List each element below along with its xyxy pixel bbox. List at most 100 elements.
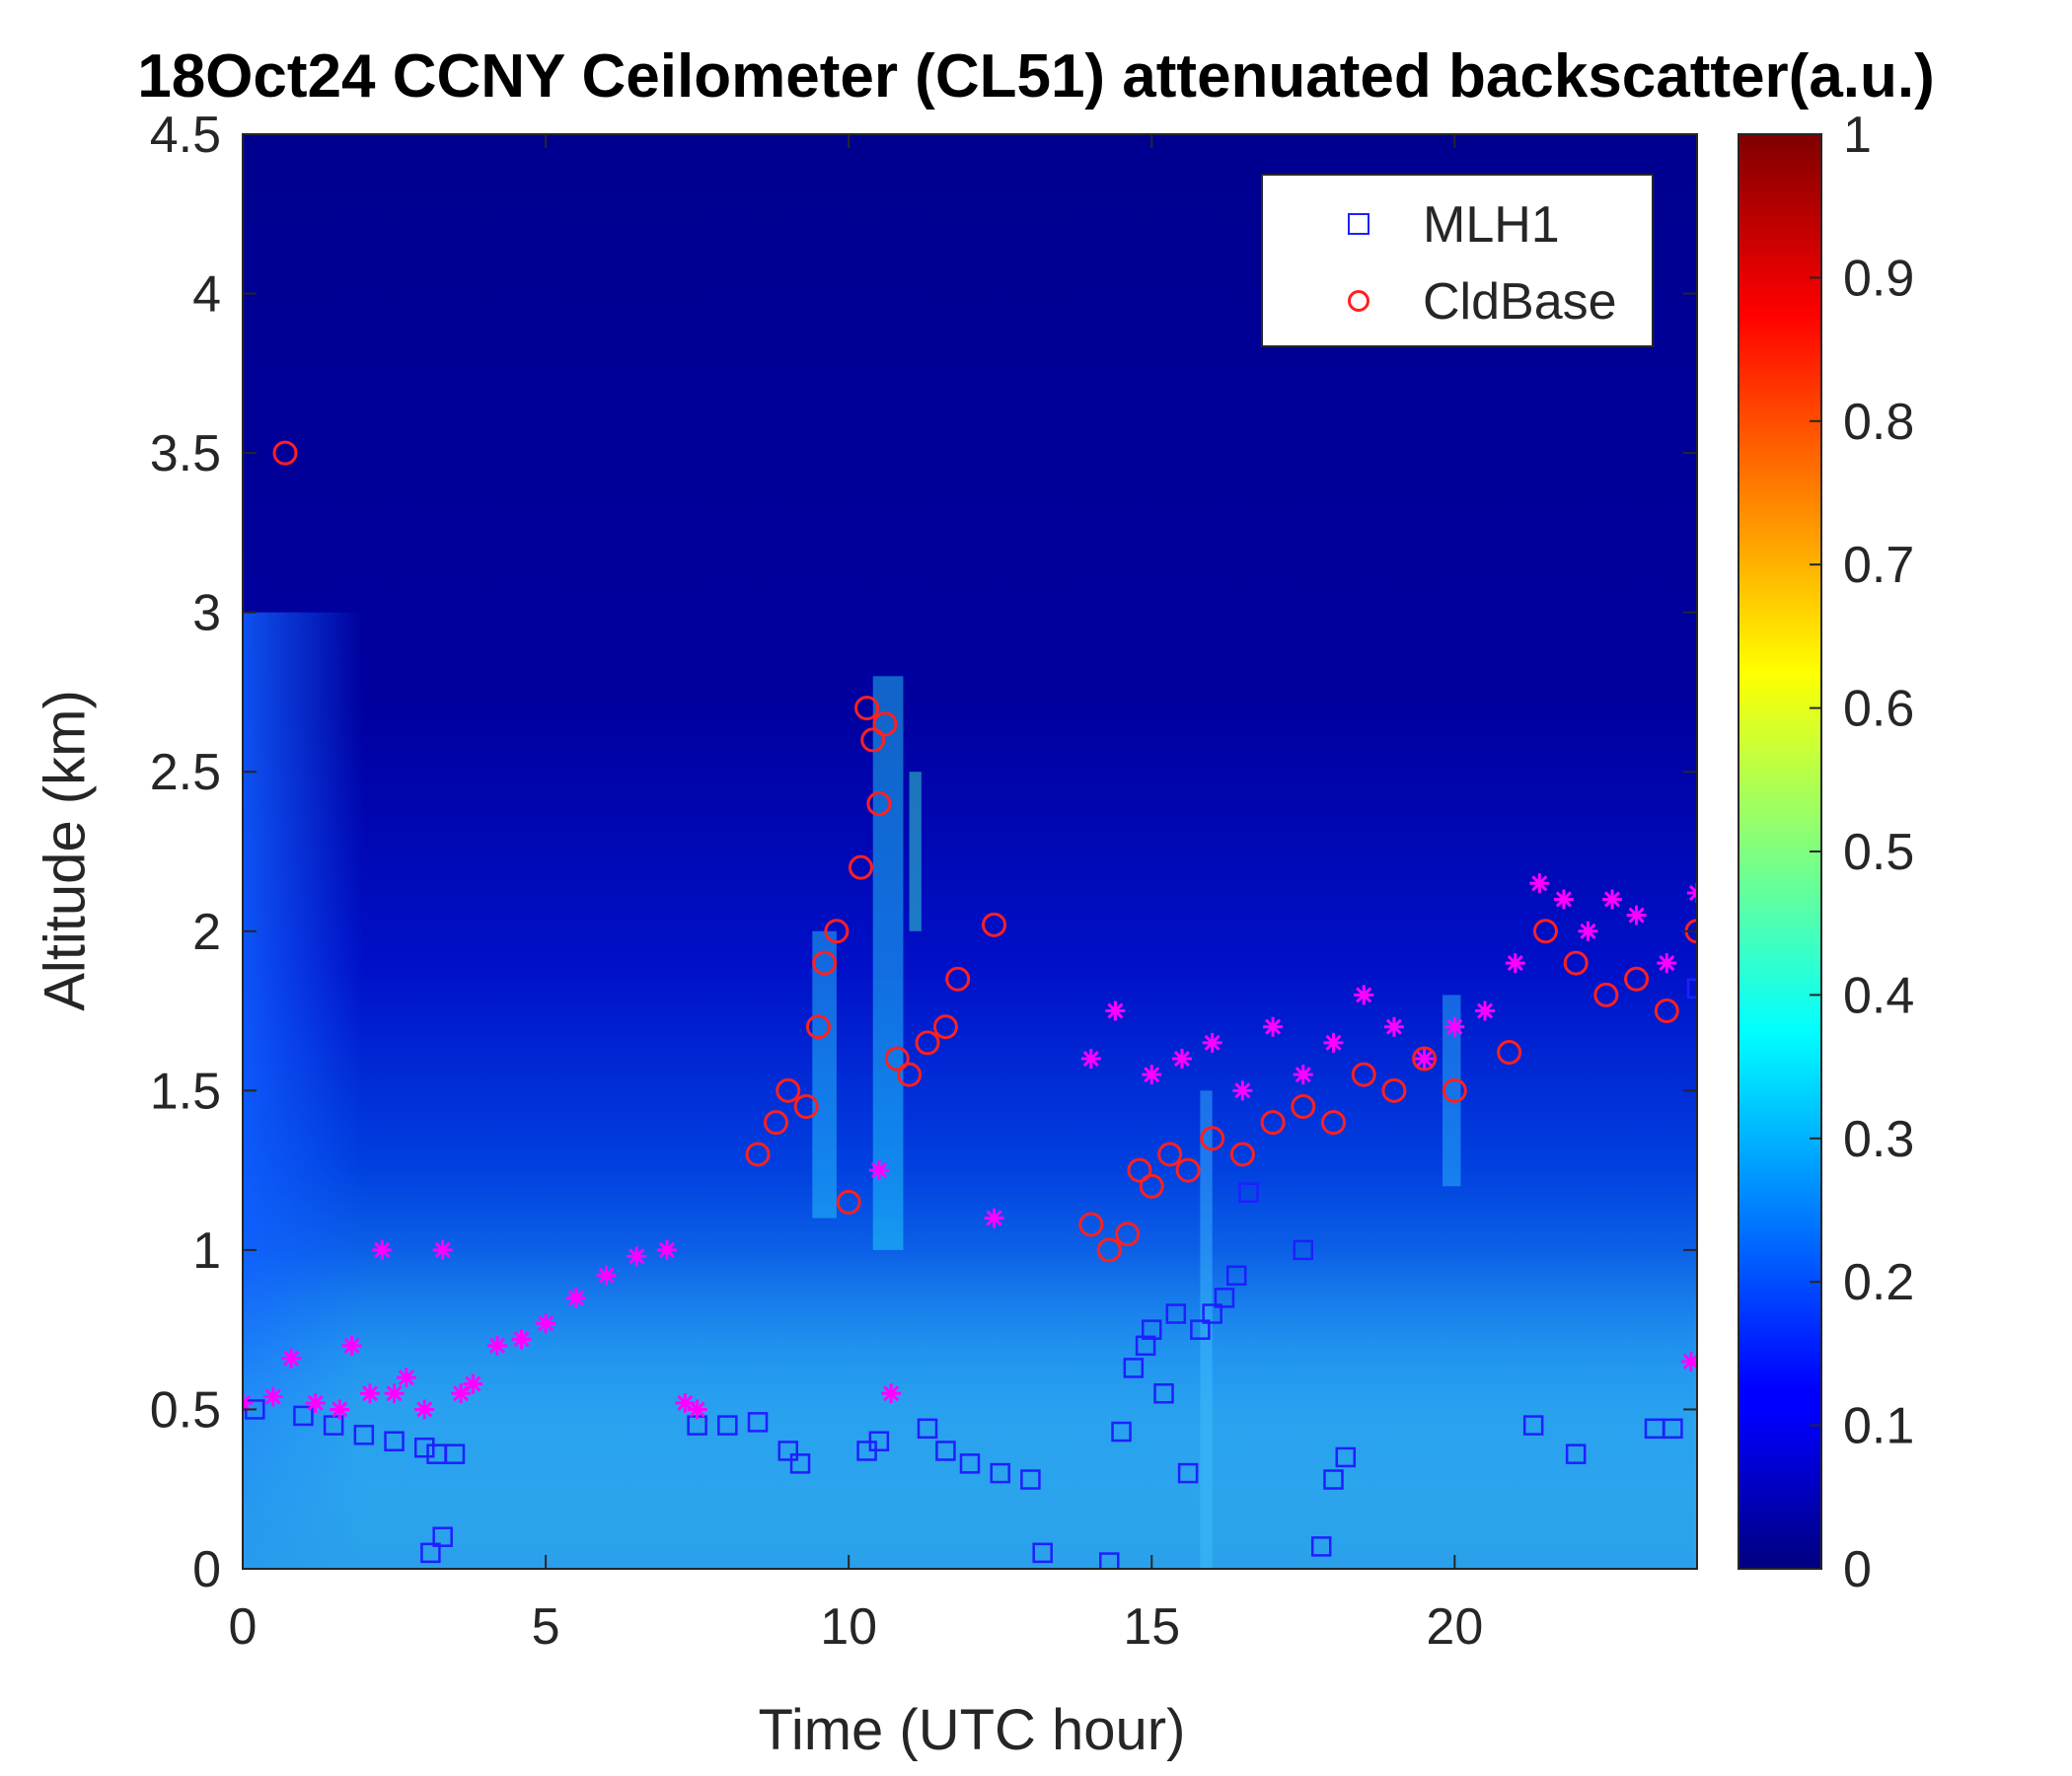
series-cldbase: [272, 440, 1697, 1263]
y-tick-label: 3.5: [150, 425, 221, 482]
chart-title: 18Oct24 CCNY Ceilometer (CL51) attenuate…: [137, 42, 1935, 111]
asterisk-point: [1293, 1065, 1313, 1085]
colorbar-gradient: [1738, 133, 1822, 1570]
cldbase-point: [897, 1062, 923, 1087]
cldbase-point: [1078, 1212, 1104, 1237]
field-streak: [812, 930, 837, 1219]
mlh1-point: [747, 1412, 769, 1433]
mlh1-point: [420, 1542, 441, 1564]
mlh1-point: [414, 1437, 435, 1458]
asterisk-point: [1444, 1016, 1465, 1037]
cldbase-point: [763, 1110, 788, 1136]
mlh1-point: [1165, 1303, 1187, 1324]
cldbase-point: [945, 966, 971, 992]
asterisk-point: [1414, 1049, 1435, 1070]
mlh1-point: [1293, 1239, 1314, 1261]
asterisk-point: [1505, 953, 1525, 974]
y-tick-label: 0.5: [150, 1381, 221, 1439]
data-marks: [243, 440, 1697, 1569]
colorbar-tick-label: 0.3: [1843, 1111, 1914, 1168]
mlh1-point: [717, 1415, 738, 1436]
x-tick-label: 20: [1426, 1598, 1483, 1656]
y-axis-label: Altitude (km): [33, 690, 98, 1011]
mlh1-point: [1238, 1182, 1259, 1203]
cldbase-point: [872, 711, 898, 737]
asterisk-point: [536, 1313, 556, 1334]
legend: MLH1 CldBase: [1261, 174, 1654, 347]
y-axis: 0 0.5 1 1.5 2 2.5 3 3.5 4 4.5: [150, 107, 1697, 1598]
asterisk-point: [1354, 985, 1374, 1005]
y-tick-label: 4: [192, 266, 221, 324]
field-streak: [1200, 1090, 1213, 1569]
cldbase-point: [848, 854, 873, 880]
asterisk-point: [687, 1399, 707, 1420]
mlh1-point: [1522, 1415, 1544, 1436]
cldbase-point: [932, 1014, 958, 1040]
field-streak: [872, 676, 904, 1250]
asterisk-point: [341, 1335, 362, 1356]
cldbase-point: [1115, 1221, 1141, 1247]
asterisk-point: [463, 1373, 483, 1394]
asterisk-point: [305, 1392, 326, 1413]
mlh1-point: [444, 1443, 466, 1464]
asterisk-point: [984, 1208, 1004, 1228]
mlh1-point: [789, 1453, 811, 1474]
cldbase-point: [1624, 966, 1650, 992]
asterisk-point: [330, 1399, 350, 1420]
asterisk-point: [881, 1383, 902, 1404]
field-streak: [909, 772, 922, 931]
asterisk-point: [1602, 889, 1623, 910]
mlh1-point: [1214, 1288, 1235, 1308]
mlh1-point: [353, 1425, 375, 1445]
mlh1-point: [1111, 1421, 1132, 1443]
asterisk-point: [1383, 1016, 1404, 1037]
mlh1-point: [1335, 1446, 1357, 1468]
asterisk-point: [396, 1368, 416, 1388]
colorbar-tick-label: 0.6: [1843, 681, 1914, 738]
asterisk-point: [565, 1288, 586, 1308]
colorbar-tick-label: 0: [1843, 1541, 1872, 1598]
mlh1-point: [1177, 1462, 1199, 1484]
x-axis: 0 5 10 15 20: [229, 134, 1483, 1656]
cldbase-point: [854, 696, 880, 721]
asterisk-point: [414, 1399, 435, 1420]
mlh1-point: [432, 1526, 453, 1547]
asterisk-point: [656, 1239, 677, 1260]
field-streak: [1443, 995, 1461, 1187]
mlh1-point: [868, 1431, 890, 1452]
plot-frame: [242, 133, 1698, 1570]
cldbase-point: [1139, 1173, 1164, 1199]
legend-label-cldbase: CldBase: [1423, 273, 1617, 331]
cldbase-point: [836, 1189, 861, 1215]
x-tick-label: 10: [820, 1598, 877, 1656]
asterisk-point: [1626, 905, 1647, 925]
y-tick-label: 4.5: [150, 107, 221, 164]
y-tick-label: 0: [192, 1541, 221, 1598]
asterisk-point: [1657, 953, 1677, 974]
asterisk-point: [1202, 1032, 1222, 1053]
asterisk-point: [1263, 1016, 1284, 1037]
colorbar-tick-label: 0.7: [1843, 537, 1914, 594]
mlh1-point: [935, 1441, 956, 1461]
mlh1-point: [959, 1453, 981, 1474]
cldbase-point: [884, 1046, 910, 1072]
cldbase-point: [860, 727, 886, 753]
y-tick-label: 3: [192, 585, 221, 642]
asterisk-point: [675, 1392, 696, 1413]
asterisk-point: [486, 1335, 507, 1356]
asterisk-point: [1171, 1049, 1192, 1070]
cldbase-point: [982, 912, 1007, 937]
legend-label-mlh1: MLH1: [1423, 196, 1560, 254]
series-marker-2: [243, 873, 1697, 1420]
asterisk-point: [262, 1386, 283, 1407]
field-lower-layer: [243, 1249, 1697, 1569]
asterisk-point: [1105, 1000, 1126, 1021]
cldbase-point: [1654, 999, 1679, 1024]
cldbase-point: [1229, 1142, 1255, 1167]
colorbar-tick-label: 0.1: [1843, 1398, 1914, 1455]
mlh1-point: [1686, 978, 1697, 999]
mlh1-point: [1142, 1319, 1162, 1340]
y-tick-label: 1: [192, 1222, 221, 1280]
asterisk-point: [1553, 889, 1574, 910]
